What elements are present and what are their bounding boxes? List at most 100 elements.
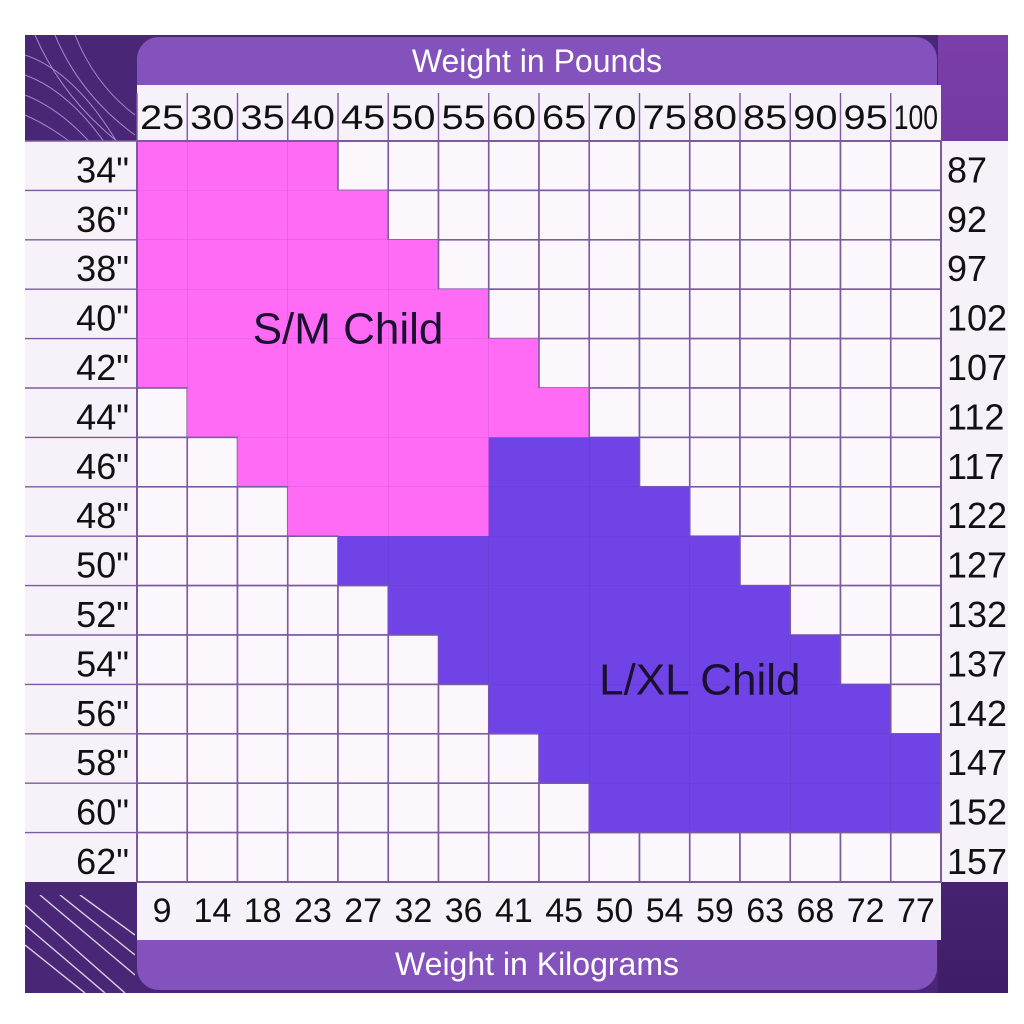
grid-cell (187, 289, 238, 339)
kilogram-tick-label: 45 (545, 892, 583, 930)
grid-cell (639, 585, 690, 635)
kilogram-tick-label: 68 (796, 892, 834, 930)
grid-cell (337, 683, 390, 735)
grid-cell (889, 485, 942, 537)
grid-cell (388, 338, 439, 388)
grid-cell (286, 683, 339, 735)
cm-tick-label: 117 (947, 446, 1004, 487)
kilogram-tick-label: 50 (595, 892, 633, 930)
kilogram-tick-label: 9 (153, 892, 172, 930)
grid-cell (136, 535, 189, 587)
chart-frame: Weight in Pounds Weight in Kilograms 25 3… (25, 35, 1008, 993)
kilogram-tick-label: 14 (193, 892, 231, 930)
grid-cell (589, 733, 640, 784)
grid-cell (840, 783, 891, 833)
grid-cell (839, 140, 892, 192)
grid-cell (539, 486, 590, 537)
grid-cell (438, 338, 489, 388)
cm-tick-label: 107 (947, 347, 1007, 388)
grid-cell (588, 387, 641, 439)
grid-cell (438, 388, 489, 438)
grid-cell (187, 239, 238, 290)
pound-tick-label: 95 (844, 99, 888, 137)
pound-tick-label: 65 (542, 99, 586, 137)
cm-tick-label: 142 (947, 693, 1007, 734)
grid-cell (538, 337, 591, 389)
grid-cell (387, 634, 440, 686)
kilogram-tick-label: 27 (344, 892, 382, 930)
grid-cell (387, 782, 440, 834)
pound-tick-label: 45 (341, 99, 385, 137)
grid-cell (136, 436, 189, 488)
grid-cell (839, 436, 892, 488)
kilogram-tick-label: 59 (696, 892, 734, 930)
inches-tick-label: 62" (76, 841, 129, 882)
grid-cell (437, 239, 490, 291)
grid-cell (688, 387, 741, 439)
inches-tick-label: 48" (76, 495, 129, 536)
grid-cell (387, 732, 440, 784)
grid-cell (789, 584, 842, 636)
cm-tick-label: 157 (947, 841, 1007, 882)
grid-cell (187, 338, 238, 388)
grid-cell (136, 634, 189, 686)
grid-cell (889, 535, 942, 587)
grid-cell (337, 584, 390, 636)
grid-cell (137, 338, 188, 388)
grid-cell (539, 684, 590, 734)
grid-cell (136, 782, 189, 834)
grid-cell (137, 141, 188, 191)
grid-cell (337, 782, 390, 834)
grid-cell (539, 388, 590, 438)
cm-tick-label: 152 (947, 792, 1007, 833)
grid-cell (236, 535, 289, 587)
pound-tick-label: 55 (442, 99, 486, 137)
grid-cell (237, 289, 288, 339)
inches-tick-label: 60" (76, 792, 129, 833)
grid-cell (538, 140, 591, 192)
inches-tick-label: 52" (76, 594, 129, 635)
grid-cell (387, 189, 440, 241)
grid-cell (889, 831, 942, 883)
grid-cell (488, 388, 539, 438)
inches-label-strip (25, 141, 137, 882)
cm-tick-label: 147 (947, 742, 1007, 783)
cm-label-strip (941, 141, 1008, 882)
grid-cell (638, 189, 691, 241)
grid-cell (790, 684, 841, 734)
grid-cell (688, 485, 741, 537)
grid-cell (589, 635, 640, 685)
grid-cell (889, 337, 942, 389)
inches-tick-label: 50" (76, 545, 129, 586)
grid-cell (187, 190, 238, 240)
grid-cell (638, 387, 691, 439)
grid-cell (387, 683, 440, 735)
grid-cell (186, 683, 239, 735)
grid-cell (287, 141, 338, 191)
grid-cell (789, 288, 842, 340)
grid-cell (890, 733, 941, 784)
grid-cell (588, 831, 641, 883)
inches-tick-label: 42" (76, 347, 129, 388)
grid-cell (588, 239, 641, 291)
kilogram-tick-label: 32 (394, 892, 432, 930)
grid-cell (286, 831, 339, 883)
x-axis-bottom-title: Weight in Kilograms (395, 946, 679, 982)
pound-tick-label: 50 (391, 99, 435, 137)
grid-cell (137, 289, 188, 339)
cm-tick-label: 92 (947, 199, 987, 240)
grid-cell (739, 140, 792, 192)
grid-cell (840, 684, 891, 734)
grid-cell (186, 436, 239, 488)
grid-cell (338, 486, 389, 537)
grid-cell (286, 732, 339, 784)
grid-cell (739, 239, 792, 291)
grid-cell (688, 831, 741, 883)
grid-cell (889, 387, 942, 439)
grid-cell (890, 783, 941, 833)
grid-cell (689, 536, 740, 586)
grid-cell (437, 831, 490, 883)
grid-cell (186, 485, 239, 537)
grid-cell (539, 437, 590, 487)
grid-cell (136, 732, 189, 784)
